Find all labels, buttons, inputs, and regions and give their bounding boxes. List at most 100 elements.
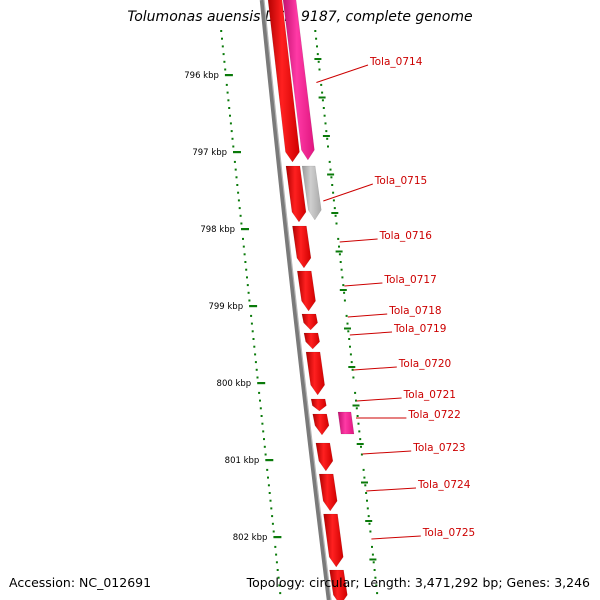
scale-minor-tick: [371, 553, 374, 556]
scale-minor-tick: [220, 30, 223, 32]
scale-minor-tick: [368, 522, 371, 525]
scale-minor-tick: [358, 430, 361, 433]
scale-minor-tick: [324, 122, 327, 125]
scale-mid-tick: [327, 173, 335, 176]
scale-minor-tick: [242, 237, 244, 240]
gene-label-tola-0717[interactable]: Tola_0717: [383, 274, 436, 286]
gene-label-tola-0720[interactable]: Tola_0720: [398, 358, 451, 370]
scale-minor-tick: [226, 91, 229, 94]
scale-major-tick: [265, 459, 274, 462]
accession-text: Accession: NC_012691: [9, 575, 152, 590]
scale-minor-tick: [255, 368, 258, 371]
scale-minor-tick: [267, 484, 270, 487]
gene-label-tola-0714[interactable]: Tola_0714: [369, 56, 423, 68]
scale-minor-tick: [354, 391, 357, 394]
scale-minor-tick: [259, 399, 261, 402]
gene-label-tola-0724[interactable]: Tola_0724: [417, 479, 471, 491]
scale-minor-tick: [320, 83, 323, 86]
scale-minor-tick: [366, 499, 368, 502]
scale-minor-tick: [235, 176, 238, 179]
gene-feature: [318, 473, 338, 512]
scale-minor-tick: [316, 53, 319, 56]
scale-minor-tick: [327, 145, 329, 148]
scale-mid-tick: [365, 520, 373, 522]
scale-mid-tick: [344, 327, 351, 330]
scale-minor-tick: [346, 322, 349, 325]
gene-leader-tola-0718: [347, 313, 388, 318]
scale-minor-tick: [233, 160, 236, 163]
scale-minor-tick: [250, 314, 253, 317]
gene-label-tola-0715[interactable]: Tola_0715: [374, 175, 427, 187]
scale-mid-tick: [335, 250, 343, 253]
gene-feature: [312, 413, 330, 436]
scale-minor-tick: [254, 361, 257, 364]
scale-minor-tick: [359, 438, 362, 441]
gene-feature-tola-0715: [301, 165, 322, 221]
gene-feature: [303, 332, 320, 350]
gene-feature: [292, 225, 312, 269]
scale-minor-tick: [372, 561, 375, 564]
scale-minor-tick: [326, 137, 329, 140]
scale-minor-tick: [329, 168, 332, 171]
scale-minor-tick: [333, 207, 336, 210]
scale-minor-tick: [337, 237, 340, 240]
gene-leader-tola-0723: [362, 450, 412, 455]
gene-leader-tola-0720: [353, 366, 397, 371]
scale-minor-tick: [240, 222, 243, 225]
scale-mid-tick: [339, 289, 347, 291]
scale-mid-tick: [322, 135, 330, 137]
scale-major-tick: [257, 382, 266, 385]
gene-label-tola-0721[interactable]: Tola_0721: [403, 389, 456, 401]
scale-minor-tick: [260, 415, 263, 417]
scale-minor-tick: [232, 145, 235, 148]
scale-minor-tick: [276, 569, 279, 571]
gene-label-tola-0725[interactable]: Tola_0725: [422, 527, 475, 539]
scale-minor-tick: [369, 530, 372, 533]
scale-minor-tick: [238, 207, 241, 210]
scale-minor-tick: [364, 484, 367, 487]
genome-summary-text: Topology: circular; Length: 3,471,292 bp…: [246, 575, 590, 590]
scale-minor-tick: [272, 530, 275, 533]
scale-minor-tick: [234, 168, 237, 171]
scale-minor-tick: [248, 299, 251, 302]
gene-feature: [315, 442, 334, 472]
scale-tick-label-802-kbp: 802 kbp: [233, 533, 268, 543]
scale-minor-tick: [229, 114, 231, 117]
scale-minor-tick: [274, 545, 277, 548]
scale-minor-tick: [253, 345, 256, 348]
scale-minor-tick: [247, 291, 250, 294]
scale-minor-tick: [228, 107, 231, 109]
scale-mid-tick: [318, 96, 326, 99]
scale-minor-tick: [357, 422, 360, 425]
scale-minor-tick: [373, 569, 376, 571]
scale-minor-tick: [237, 191, 240, 194]
scale-minor-tick: [342, 284, 345, 287]
gene-feature: [323, 513, 344, 568]
gene-label-tola-0723[interactable]: Tola_0723: [412, 442, 465, 454]
scale-minor-tick: [316, 45, 318, 48]
gene-label-tola-0718[interactable]: Tola_0718: [388, 305, 441, 317]
scale-minor-tick: [239, 214, 242, 217]
gene-leader-tola-0714: [316, 64, 369, 83]
scale-minor-tick: [332, 191, 335, 194]
scale-minor-tick: [250, 322, 253, 325]
scale-mid-tick: [348, 366, 356, 368]
scale-minor-tick: [227, 99, 230, 102]
scale-minor-tick: [262, 430, 265, 433]
scale-minor-tick: [263, 445, 266, 448]
gene-leader-tola-0725: [371, 535, 421, 540]
gene-leader-tola-0719: [349, 331, 393, 336]
scale-major-tick: [233, 151, 241, 154]
scale-minor-tick: [246, 276, 248, 279]
scale-minor-tick: [338, 245, 340, 248]
gene-label-tola-0719[interactable]: Tola_0719: [393, 323, 446, 335]
scale-minor-tick: [356, 415, 359, 417]
scale-minor-tick: [318, 68, 321, 71]
scale-minor-tick: [375, 584, 378, 587]
gene-label-tola-0722[interactable]: Tola_0722: [407, 409, 460, 421]
scale-minor-tick: [365, 492, 368, 494]
map-title: Tolumonas auensis DSM 9187, complete gen…: [127, 9, 473, 25]
scale-minor-tick: [246, 284, 249, 287]
scale-tick-label-797-kbp: 797 kbp: [192, 148, 227, 158]
gene-label-tola-0716[interactable]: Tola_0716: [379, 230, 433, 242]
